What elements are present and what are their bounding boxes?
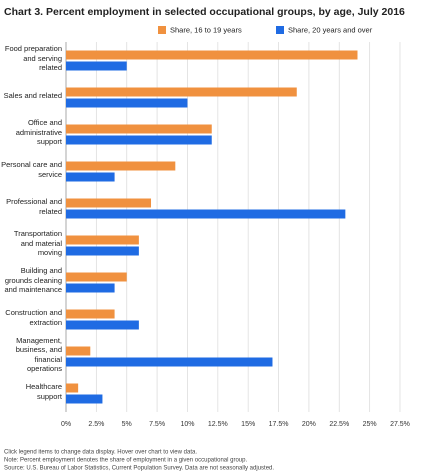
y-tick-label: Management, business, and financial oper… <box>15 336 62 373</box>
y-tick-label: Food preparation and serving related <box>4 44 62 73</box>
bar <box>66 198 152 208</box>
category-label-box: Food preparation and serving related <box>4 44 62 73</box>
legend-item[interactable]: Share, 16 to 19 years <box>158 25 242 34</box>
bar <box>66 246 139 256</box>
bar <box>66 309 115 319</box>
x-tick-label: 15% <box>241 421 255 428</box>
category-label-box: Building and grounds cleaning and mainte… <box>4 266 62 295</box>
bar <box>66 394 103 404</box>
x-tick-label: 27.5% <box>390 421 410 428</box>
legend-label: Share, 16 to 19 years <box>170 25 242 34</box>
bar <box>66 172 115 182</box>
y-tick-label: Professional and related <box>6 197 62 216</box>
legend-label: Share, 20 years and over <box>288 25 373 34</box>
category-label-box: Healthcare support <box>25 382 62 401</box>
category-label-box: Office and administrative support <box>15 118 62 147</box>
x-tick-label: 20% <box>302 421 316 428</box>
bar <box>66 320 139 330</box>
y-tick-label: Building and grounds cleaning and mainte… <box>4 266 62 295</box>
y-tick-label: Transportation and material moving <box>13 229 62 258</box>
bar <box>66 50 358 60</box>
x-tick-label: 12.5% <box>208 421 228 428</box>
x-tick-label: 5% <box>122 421 132 428</box>
legend-swatch <box>276 26 284 34</box>
chart-title: Chart 3. Percent employment in selected … <box>4 6 405 18</box>
legend-swatch <box>158 26 166 34</box>
y-tick-label: Healthcare support <box>25 382 62 401</box>
legend-item[interactable]: Share, 20 years and over <box>276 25 373 34</box>
x-tick-label: 2.5% <box>88 421 104 428</box>
x-tick-label: 25% <box>363 421 377 428</box>
footnote: Note: Percent employment denotes the sha… <box>4 458 247 464</box>
bar <box>66 124 212 134</box>
bar <box>66 346 91 356</box>
y-tick-label: Personal care and service <box>1 160 62 179</box>
category-label-box: Construction and extraction <box>5 308 62 327</box>
category-label-box: Professional and related <box>6 197 62 216</box>
bar <box>66 161 176 171</box>
y-tick-label: Sales and related <box>3 90 62 100</box>
category-label-box: Sales and related <box>3 90 62 100</box>
x-tick-label: 0% <box>61 421 71 428</box>
bar <box>66 283 115 293</box>
bar <box>66 87 297 97</box>
bar <box>66 98 188 108</box>
x-tick-label: 17.5% <box>269 421 289 428</box>
footnote: Click legend items to change data displa… <box>4 450 197 456</box>
x-tick-label: 7.5% <box>149 421 165 428</box>
bar <box>66 135 212 145</box>
x-tick-label: 22.5% <box>329 421 349 428</box>
bar <box>66 209 346 219</box>
y-tick-label: Construction and extraction <box>5 308 62 327</box>
bar <box>66 357 273 367</box>
category-label-box: Personal care and service <box>1 160 62 179</box>
bar <box>66 61 127 71</box>
bar <box>66 383 79 393</box>
category-label-box: Management, business, and financial oper… <box>15 336 62 373</box>
category-label-box: Transportation and material moving <box>13 229 62 258</box>
bar <box>66 272 127 282</box>
bar <box>66 235 139 245</box>
footnote: Source: U.S. Bureau of Labor Statistics,… <box>4 466 274 472</box>
y-tick-label: Office and administrative support <box>15 118 62 147</box>
x-tick-label: 10% <box>180 421 194 428</box>
